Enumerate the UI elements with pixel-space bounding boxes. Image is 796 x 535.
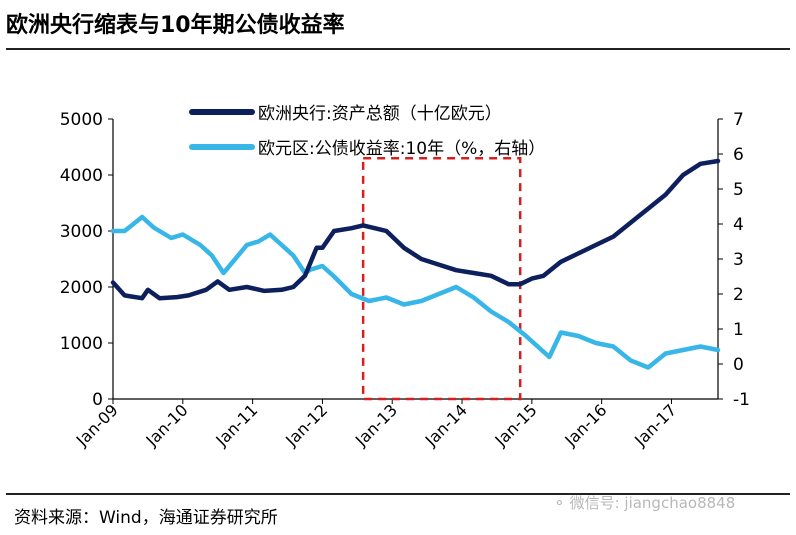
wechat-icon: ⚬ (553, 493, 566, 512)
x-tick-label: Jan-10 (142, 400, 192, 450)
y-left-tick-label: 0 (92, 390, 103, 410)
series-line-ecb (110, 158, 721, 301)
x-tick-label: Jan-11 (211, 400, 261, 450)
y-left-tick-label: 4000 (60, 166, 103, 186)
x-tick-label: Jan-16 (560, 400, 610, 450)
y-left-tick-label: 2000 (60, 278, 103, 298)
y-right-tick-label: 6 (733, 145, 744, 165)
y-right-tick-label: 3 (733, 250, 744, 270)
legend-entry-ecb-label: 欧洲央行:资产总额（十亿欧元） (258, 104, 502, 124)
x-tick-label: Jan-12 (281, 400, 331, 450)
chart-legend: 欧洲央行:资产总额（十亿欧元） 欧元区:公债收益率:10年（%，右轴） (189, 104, 545, 159)
y-right-tick-label: 7 (733, 110, 744, 130)
chart-lines (110, 158, 721, 370)
x-tick-label: Jan-14 (421, 400, 471, 450)
x-tick-label: Jan-15 (491, 400, 541, 450)
y-right-tick-label: 2 (733, 285, 744, 305)
y-left-tick-label: 1000 (60, 334, 103, 354)
y-left-tick-label: 5000 (60, 110, 103, 130)
y-right-tick-label: 4 (733, 215, 744, 235)
y-right-tick-label: 0 (733, 355, 744, 375)
y-right-tick-label: -1 (733, 390, 750, 410)
y-right-tick-label: 1 (733, 320, 744, 340)
y-right-tick-label: 5 (733, 180, 744, 200)
highlight-box-layer (361, 156, 522, 401)
highlight-box (361, 156, 522, 401)
legend-entry-yield-label: 欧元区:公债收益率:10年（%，右轴） (258, 139, 545, 159)
x-tick-label: Jan-13 (351, 400, 401, 450)
footer-divider (6, 493, 790, 495)
watermark: ⚬ 微信号: jiangchao8848 (553, 492, 735, 513)
x-tick-label: Jan-17 (630, 400, 680, 450)
page-title: 欧洲央行缩表与10年期公债收益率 (6, 4, 790, 50)
watermark-text: 微信号: jiangchao8848 (569, 494, 736, 512)
source-note: 资料来源：Wind，海通证券研究所 (14, 508, 278, 528)
series-line-yield (110, 214, 721, 370)
y-left-tick-label: 3000 (60, 222, 103, 242)
